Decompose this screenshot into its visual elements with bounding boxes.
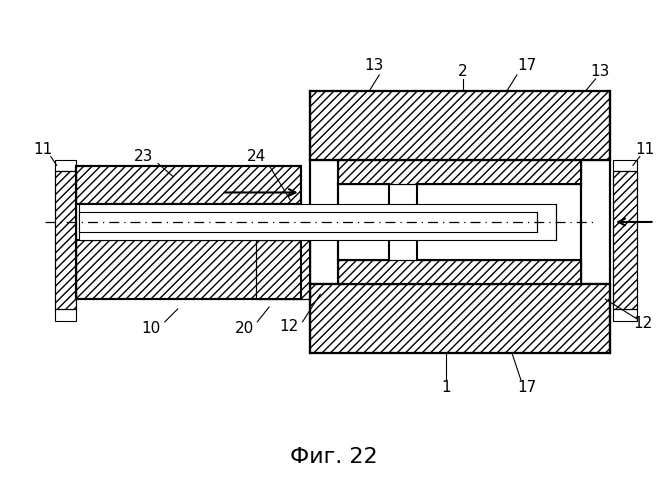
Bar bbox=[310, 160, 338, 284]
Text: 2: 2 bbox=[458, 64, 468, 78]
Text: 17: 17 bbox=[517, 380, 537, 395]
Text: 20: 20 bbox=[235, 321, 254, 336]
Text: 23: 23 bbox=[134, 149, 153, 164]
Bar bbox=[310, 90, 610, 160]
Bar bbox=[338, 160, 581, 184]
Text: 12: 12 bbox=[633, 316, 652, 331]
Bar bbox=[613, 160, 637, 172]
Bar bbox=[256, 240, 310, 299]
Bar bbox=[613, 172, 637, 309]
Bar bbox=[55, 160, 76, 172]
Bar bbox=[338, 160, 581, 184]
Bar bbox=[80, 212, 537, 232]
Bar bbox=[76, 166, 300, 204]
Bar bbox=[76, 240, 300, 299]
Text: 11: 11 bbox=[33, 142, 53, 157]
Text: 1: 1 bbox=[442, 380, 451, 395]
Bar bbox=[80, 204, 556, 240]
Bar bbox=[338, 260, 581, 284]
Bar bbox=[55, 172, 76, 309]
Text: 13: 13 bbox=[365, 58, 384, 72]
Text: 17: 17 bbox=[517, 58, 537, 72]
Bar bbox=[76, 240, 300, 299]
Bar bbox=[76, 166, 300, 204]
Bar bbox=[613, 309, 637, 321]
Text: 11: 11 bbox=[635, 142, 654, 157]
Text: 12: 12 bbox=[280, 319, 298, 334]
Bar bbox=[55, 309, 76, 321]
Bar bbox=[613, 172, 637, 309]
Bar bbox=[338, 260, 581, 284]
Bar bbox=[310, 90, 610, 160]
Bar bbox=[256, 240, 310, 299]
Bar bbox=[310, 284, 610, 354]
Text: 10: 10 bbox=[141, 321, 161, 336]
Bar bbox=[310, 284, 610, 354]
Text: 24: 24 bbox=[247, 149, 266, 164]
Bar bbox=[55, 172, 76, 309]
Bar bbox=[581, 160, 610, 284]
Text: 13: 13 bbox=[591, 64, 610, 78]
Text: Фиг. 22: Фиг. 22 bbox=[290, 446, 378, 466]
